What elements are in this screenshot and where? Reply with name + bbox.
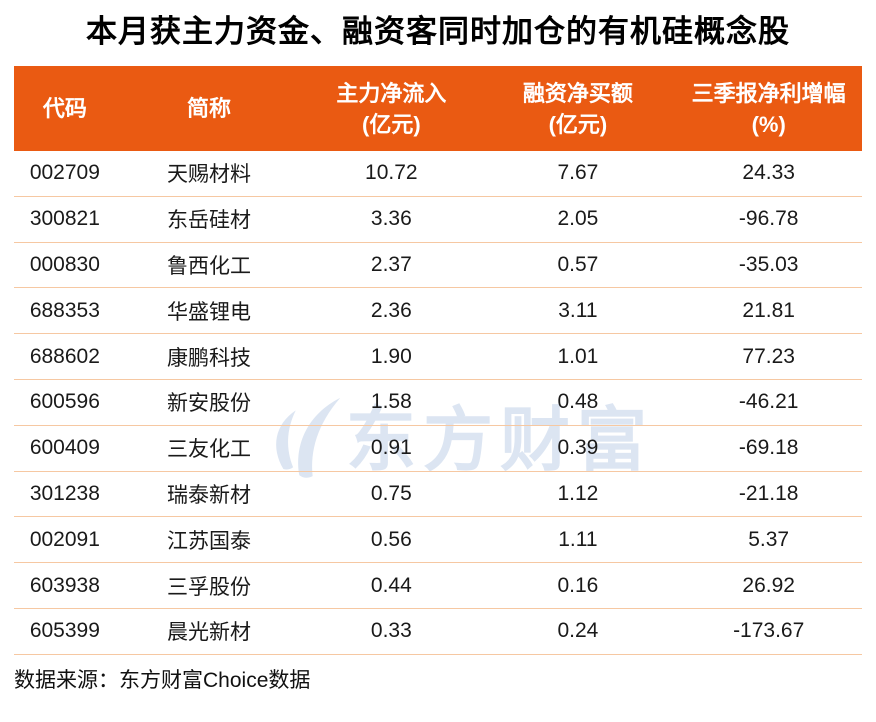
cell-stock-code: 002709 bbox=[29, 161, 100, 185]
cell-profit-growth: 5.37 bbox=[748, 527, 790, 551]
cell-stock-code: 000830 bbox=[29, 252, 100, 276]
header-code: 代码 bbox=[14, 66, 116, 151]
table-row: 688602 康鹏科技 1.90 1.01 77.23 bbox=[14, 334, 862, 380]
table-row: 688353 华盛锂电 2.36 3.11 21.81 bbox=[14, 288, 862, 335]
table-row: 002709 天赐材料 10.72 7.67 24.33 bbox=[14, 151, 862, 197]
cell-profit-growth: -96.78 bbox=[738, 207, 799, 231]
cell-main-inflow: 3.36 bbox=[370, 207, 412, 231]
cell-profit-growth: -21.18 bbox=[738, 481, 799, 505]
cell-financing-buy: 0.57 bbox=[557, 252, 599, 276]
cell-stock-name: 瑞泰新材 bbox=[167, 483, 252, 507]
cell-stock-code: 603938 bbox=[29, 573, 100, 597]
cell-stock-name: 新安股份 bbox=[167, 392, 252, 416]
cell-financing-buy: 2.05 bbox=[557, 207, 599, 231]
cell-profit-growth: 26.92 bbox=[742, 573, 795, 597]
cell-financing-buy: 0.24 bbox=[557, 619, 599, 643]
cell-stock-code: 605399 bbox=[29, 619, 100, 643]
cell-main-inflow: 0.75 bbox=[370, 481, 412, 505]
cell-profit-growth: -46.21 bbox=[738, 390, 799, 414]
cell-main-inflow: 0.44 bbox=[370, 573, 412, 597]
cell-financing-buy: 3.11 bbox=[558, 298, 598, 322]
cell-financing-buy: 0.39 bbox=[557, 436, 599, 460]
cell-stock-code: 301238 bbox=[29, 481, 100, 505]
cell-profit-growth: 77.23 bbox=[742, 344, 795, 368]
table-row: 000830 鲁西化工 2.37 0.57 -35.03 bbox=[14, 243, 862, 289]
header-financing-buy-label: 融资净买额 bbox=[522, 80, 633, 106]
header-financing-buy-unit: (亿元) bbox=[548, 111, 608, 137]
header-code-label: 代码 bbox=[42, 96, 87, 121]
cell-stock-name: 晨光新材 bbox=[167, 621, 252, 645]
table-row: 603938 三孚股份 0.44 0.16 26.92 bbox=[14, 563, 862, 609]
cell-stock-name: 三友化工 bbox=[167, 438, 252, 462]
cell-stock-name: 康鹏科技 bbox=[167, 346, 252, 370]
cell-stock-code: 300821 bbox=[29, 207, 100, 231]
cell-stock-name: 东岳硅材 bbox=[167, 209, 252, 233]
header-profit-growth: 三季报净利增幅 (%) bbox=[675, 66, 862, 151]
stock-table: 东方财富 代码 简称 主力净流入 (亿元) 融资净买额 (亿元) 三季报净利增幅… bbox=[14, 66, 862, 655]
table-row: 301238 瑞泰新材 0.75 1.12 -21.18 bbox=[14, 472, 862, 518]
cell-financing-buy: 0.48 bbox=[557, 390, 599, 414]
cell-main-inflow: 1.90 bbox=[370, 344, 412, 368]
header-name-label: 简称 bbox=[187, 96, 232, 121]
table-row: 600596 新安股份 1.58 0.48 -46.21 bbox=[14, 380, 862, 426]
table-header-row: 代码 简称 主力净流入 (亿元) 融资净买额 (亿元) 三季报净利增幅 (%) bbox=[14, 66, 862, 151]
cell-profit-growth: -69.18 bbox=[738, 436, 799, 460]
cell-profit-growth: 21.81 bbox=[742, 298, 795, 322]
header-name: 简称 bbox=[116, 66, 303, 151]
cell-stock-code: 688353 bbox=[29, 298, 100, 322]
cell-stock-code: 688602 bbox=[29, 344, 100, 368]
header-profit-growth-label: 三季报净利增幅 bbox=[691, 80, 846, 106]
table-row: 600409 三友化工 0.91 0.39 -69.18 bbox=[14, 426, 862, 472]
cell-main-inflow: 2.36 bbox=[370, 298, 412, 322]
header-profit-growth-unit: (%) bbox=[751, 111, 786, 137]
cell-main-inflow: 0.56 bbox=[370, 527, 412, 551]
cell-main-inflow: 1.58 bbox=[370, 390, 412, 414]
cell-stock-name: 江苏国泰 bbox=[167, 529, 252, 553]
data-source-note: 数据来源：东方财富Choice数据 bbox=[14, 668, 311, 692]
table-row: 300821 东岳硅材 3.36 2.05 -96.78 bbox=[14, 197, 862, 243]
cell-financing-buy: 1.12 bbox=[557, 481, 599, 505]
cell-profit-growth: -35.03 bbox=[738, 252, 799, 276]
cell-main-inflow: 0.33 bbox=[370, 619, 412, 643]
cell-financing-buy: 7.67 bbox=[557, 161, 599, 185]
cell-stock-code: 600409 bbox=[29, 436, 100, 460]
cell-stock-name: 天赐材料 bbox=[167, 163, 252, 187]
cell-profit-growth: -173.67 bbox=[733, 619, 805, 643]
cell-financing-buy: 1.11 bbox=[558, 527, 598, 551]
cell-main-inflow: 0.91 bbox=[370, 436, 412, 460]
cell-stock-code: 600596 bbox=[29, 390, 100, 414]
header-financing-buy: 融资净买额 (亿元) bbox=[480, 66, 675, 151]
cell-financing-buy: 0.16 bbox=[557, 573, 599, 597]
cell-stock-name: 华盛锂电 bbox=[167, 300, 252, 324]
cell-stock-name: 三孚股份 bbox=[167, 575, 252, 599]
cell-financing-buy: 1.01 bbox=[557, 344, 599, 368]
header-main-inflow-unit: (亿元) bbox=[362, 111, 421, 137]
cell-profit-growth: 24.33 bbox=[742, 161, 795, 185]
cell-main-inflow: 10.72 bbox=[365, 161, 418, 185]
table-row: 605399 晨光新材 0.33 0.24 -173.67 bbox=[14, 609, 862, 655]
cell-stock-code: 002091 bbox=[29, 527, 100, 551]
table-row: 002091 江苏国泰 0.56 1.11 5.37 bbox=[14, 517, 862, 564]
header-main-inflow-label: 主力净流入 bbox=[336, 80, 447, 106]
page-title: 本月获主力资金、融资客同时加仓的有机硅概念股 bbox=[86, 14, 790, 49]
cell-stock-name: 鲁西化工 bbox=[167, 254, 252, 278]
table-body: 002709 天赐材料 10.72 7.67 24.33 300821 东岳硅材… bbox=[14, 151, 862, 655]
cell-main-inflow: 2.37 bbox=[370, 252, 412, 276]
header-main-inflow: 主力净流入 (亿元) bbox=[302, 66, 480, 151]
